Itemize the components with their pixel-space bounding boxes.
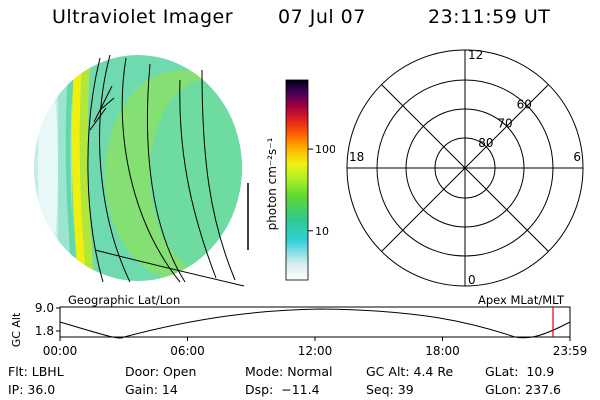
status-ip: IP: 36.0 — [8, 382, 56, 397]
status-gc-alt: GC Alt: 4.4 Re — [366, 364, 454, 379]
status-gain: Gain: 14 — [125, 382, 178, 397]
orbit-ylabel: GC Alt — [10, 312, 23, 347]
geographic-grid — [87, 54, 245, 287]
orbit-ytick-label: 9.0 — [35, 301, 54, 315]
status-mode: Mode: Normal — [245, 364, 333, 379]
orbit-xtick-label: 18:00 — [425, 344, 460, 358]
orbit-ytick-label: 1.8 — [35, 324, 54, 338]
status-glat: GLat: 10.9 — [485, 364, 555, 379]
polar-caption: Apex MLat/MLT — [478, 293, 565, 307]
image-time: 23:11:59 UT — [428, 6, 551, 28]
image-date: 07 Jul 07 — [278, 6, 366, 28]
auroral-oval-bright — [71, 68, 86, 275]
orbit-xtick-label: 06:00 — [170, 344, 205, 358]
orbit-xtick-label: 00:00 — [43, 344, 78, 358]
mlat-label: 70 — [497, 117, 512, 131]
mlat-label: 80 — [478, 136, 493, 150]
orbit-altitude-panel: Geographic Lat/Lon Apex MLat/MLT GC Alt … — [10, 293, 588, 358]
status-dsp: Dsp: −11.4 — [245, 382, 320, 397]
mlt-label: 12 — [468, 48, 483, 62]
altitude-curve — [59, 308, 571, 339]
instrument-title: Ultraviolet Imager — [52, 6, 234, 28]
mlat-label: 60 — [517, 97, 532, 111]
image-caption: Geographic Lat/Lon — [68, 293, 180, 307]
colorbar-gradient — [285, 79, 309, 281]
mlt-label: 18 — [349, 150, 364, 164]
mlt-label: 0 — [468, 273, 476, 287]
status-glon: GLon: 237.6 — [485, 382, 561, 397]
intensity-colorbar: 10 100 photon cm⁻²s⁻¹ — [265, 79, 335, 281]
orbit-xtick-label: 23:59 — [553, 344, 588, 358]
orbit-xtick-label: 12:00 — [298, 344, 333, 358]
orbit-plot-frame — [59, 306, 571, 338]
colorbar-tick-label: 10 — [315, 225, 329, 238]
uv-earth-image — [34, 54, 249, 287]
status-door: Door: Open — [125, 364, 197, 379]
colorbar-unit-label: photon cm⁻²s⁻¹ — [265, 137, 279, 230]
status-flt: Flt: LBHL — [8, 364, 64, 379]
status-seq: Seq: 39 — [366, 382, 414, 397]
mlt-label: 6 — [573, 150, 581, 164]
colorbar-tick-label: 100 — [315, 143, 335, 156]
